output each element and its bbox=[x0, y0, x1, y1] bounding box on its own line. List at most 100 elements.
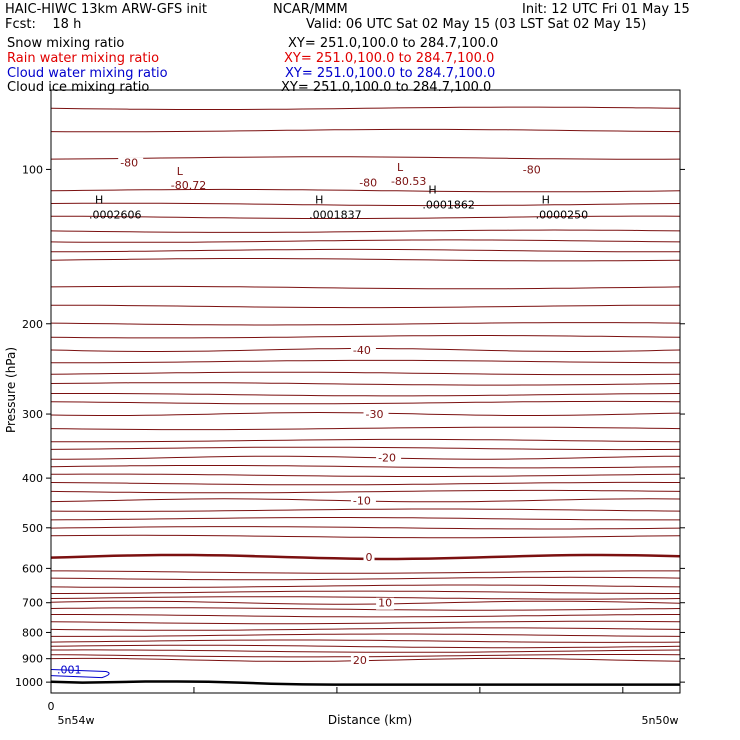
isotherm-line bbox=[50, 534, 681, 539]
isotherm-line bbox=[50, 627, 681, 631]
extremum-symbol-H: H bbox=[428, 184, 436, 197]
isotherm-line bbox=[50, 202, 681, 207]
isotherm-line bbox=[51, 649, 681, 653]
isotherm-line bbox=[51, 570, 680, 574]
forecast-hour: Fcst: 18 h bbox=[5, 17, 82, 32]
isotherm-label: -40 bbox=[353, 344, 371, 357]
x-tick-label-start: 5n54w bbox=[58, 714, 95, 727]
isotherm-line bbox=[50, 156, 681, 160]
isotherm-line bbox=[50, 508, 681, 512]
extremum-symbol-H: H bbox=[95, 193, 103, 206]
isotherm-label: 0 bbox=[366, 551, 373, 564]
field-xy-rain: XY= 251.0,100.0 to 284.7,100.0 bbox=[284, 51, 495, 66]
valid-time: Valid: 06 UTC Sat 02 May 15 (03 LST Sat … bbox=[306, 17, 647, 32]
isotherm-line bbox=[50, 465, 681, 469]
org-label: NCAR/MMM bbox=[273, 2, 348, 17]
isotherm-label-bg bbox=[350, 344, 376, 357]
y-tick-label: 200 bbox=[22, 318, 43, 331]
extremum-value: .0001862 bbox=[422, 199, 475, 212]
y-tick-label: 700 bbox=[22, 597, 43, 610]
isotherm-line bbox=[51, 633, 681, 637]
y-axis-title: Pressure (hPa) bbox=[4, 347, 18, 433]
extremum-value: .0001837 bbox=[309, 208, 362, 221]
model-title: HAIC-HIWC 13km ARW-GFS init bbox=[5, 2, 207, 17]
isotherm-line bbox=[50, 639, 681, 643]
isotherm-line bbox=[51, 393, 681, 397]
isotherm-label: -80 bbox=[120, 157, 138, 170]
y-tick-label: 300 bbox=[22, 408, 43, 421]
y-tick-label: 100 bbox=[22, 163, 43, 176]
terrain-line bbox=[50, 680, 680, 686]
cloud-water-contour bbox=[50, 669, 110, 679]
extremum-value: .0000250 bbox=[536, 208, 589, 221]
field-xy-snow: XY= 251.0,100.0 to 284.7,100.0 bbox=[288, 36, 499, 51]
isotherm-line bbox=[50, 446, 681, 451]
isotherm-line bbox=[50, 426, 681, 431]
extremum-symbol-H: H bbox=[315, 193, 323, 206]
isotherm-line bbox=[50, 285, 681, 290]
isotherm-line bbox=[51, 248, 680, 253]
isotherm-line bbox=[50, 607, 681, 611]
field-name-snow: Snow mixing ratio bbox=[7, 36, 125, 51]
isotherm-line bbox=[50, 644, 681, 649]
isotherm-line bbox=[50, 489, 681, 494]
x-tick-label: 0 bbox=[48, 700, 55, 713]
isotherm-line bbox=[51, 215, 681, 219]
isotherm-line bbox=[50, 473, 681, 477]
extremum-value: .0002606 bbox=[89, 208, 142, 221]
isotherm-line bbox=[51, 304, 680, 309]
field-name-rain: Rain water mixing ratio bbox=[7, 51, 160, 66]
isotherm-line bbox=[50, 229, 681, 233]
isotherm-line bbox=[50, 371, 681, 376]
isotherm-line bbox=[50, 128, 681, 133]
isotherm-label: -80 bbox=[359, 176, 377, 189]
isotherm-line bbox=[50, 335, 681, 339]
isotherm-label: 20 bbox=[353, 654, 367, 667]
isotherm-label-bg bbox=[350, 654, 369, 667]
isotherm-line bbox=[51, 590, 680, 594]
init-time: Init: 12 UTC Fri 01 May 15 bbox=[522, 2, 690, 17]
extremum-symbol-L: L bbox=[177, 165, 184, 178]
isotherm-line bbox=[50, 576, 681, 581]
isotherm-line--20 bbox=[51, 455, 681, 460]
isotherm-label-bg bbox=[357, 177, 383, 190]
isotherm-label: -80 bbox=[523, 163, 541, 176]
isotherm-line bbox=[50, 322, 681, 326]
isotherm-line bbox=[50, 382, 681, 386]
field-xy-cloud-ice: XY= 251.0,100.0 to 284.7,100.0 bbox=[281, 80, 492, 95]
isotherm-label-bg bbox=[363, 409, 389, 422]
x-tick-label-end: 5n50w bbox=[642, 714, 679, 727]
cloud-water-label: .001 bbox=[57, 664, 82, 677]
plot-frame bbox=[50, 89, 681, 694]
isotherm-line bbox=[50, 359, 680, 364]
isotherm-line bbox=[50, 106, 681, 110]
isotherm-label: -10 bbox=[353, 494, 371, 507]
field-name-cloud-water: Cloud water mixing ratio bbox=[7, 66, 168, 81]
y-tick-label: 800 bbox=[22, 626, 43, 639]
isotherm-line bbox=[50, 188, 681, 193]
extremum-value: -80.72 bbox=[171, 179, 206, 192]
isotherm-label: 10 bbox=[378, 597, 392, 610]
isotherm-label-bg bbox=[520, 164, 546, 177]
isotherm-label-bg bbox=[376, 452, 402, 465]
isotherm-label: -30 bbox=[366, 408, 384, 421]
isotherm-line bbox=[50, 596, 681, 600]
isotherm-line bbox=[50, 481, 680, 486]
isotherm-line bbox=[50, 239, 681, 243]
field-xy-cloud-water: XY= 251.0,100.0 to 284.7,100.0 bbox=[285, 66, 496, 81]
isotherm-line bbox=[50, 438, 681, 443]
isotherm-line bbox=[50, 620, 681, 625]
x-axis-title: Distance (km) bbox=[328, 713, 412, 727]
isotherm-label-bg bbox=[118, 157, 144, 170]
y-tick-label: 600 bbox=[22, 562, 43, 575]
isotherm-label: -20 bbox=[378, 452, 396, 465]
isotherm-label-bg bbox=[376, 597, 395, 610]
y-tick-label: 400 bbox=[22, 472, 43, 485]
isotherm-label-bg bbox=[363, 551, 375, 564]
isotherm-line bbox=[50, 584, 681, 588]
isotherm-line bbox=[50, 526, 681, 530]
extremum-value: -80.53 bbox=[391, 175, 426, 188]
field-name-cloud-ice: Cloud ice mixing ratio bbox=[7, 80, 150, 95]
isotherm-label-bg bbox=[350, 495, 376, 508]
isotherm-line bbox=[51, 614, 680, 618]
